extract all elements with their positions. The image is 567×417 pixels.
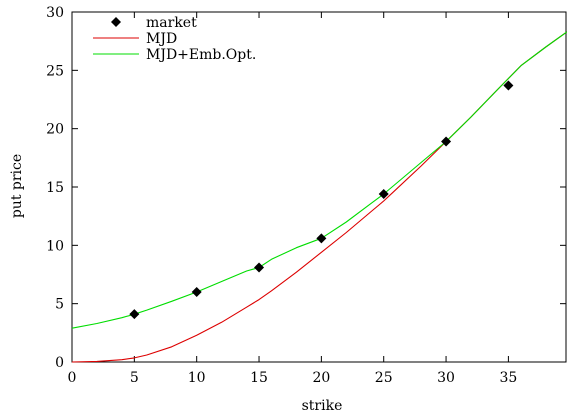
x-tick-label: 30 xyxy=(437,370,455,386)
x-axis-label: strike xyxy=(302,398,343,414)
market-point xyxy=(378,189,389,199)
legend-label: market xyxy=(146,15,197,31)
series-line-mjd-emb-opt- xyxy=(71,31,567,329)
y-tick-label: 5 xyxy=(55,297,64,313)
y-tick-label: 30 xyxy=(46,5,64,21)
y-tick-label: 0 xyxy=(55,355,64,371)
legend-label: MJD+Emb.Opt. xyxy=(146,47,256,63)
x-tick-label: 15 xyxy=(250,370,268,386)
x-tick-label: 5 xyxy=(130,370,139,386)
y-tick-label: 10 xyxy=(46,238,64,254)
legend-label: MJD xyxy=(146,31,177,47)
market-point xyxy=(316,233,327,244)
x-tick-label: 25 xyxy=(375,370,393,386)
y-tick-label: 25 xyxy=(46,63,64,79)
x-tick-label: 20 xyxy=(312,370,330,386)
y-tick-label: 15 xyxy=(46,180,64,196)
market-point xyxy=(503,80,514,91)
series-line-mjd xyxy=(71,31,567,363)
market-point xyxy=(441,136,452,147)
x-tick-label: 10 xyxy=(188,370,206,386)
market-point xyxy=(191,287,202,297)
x-tick-label: 35 xyxy=(499,370,517,386)
plot-frame xyxy=(71,11,567,363)
legend-marker xyxy=(111,17,121,27)
market-point xyxy=(129,309,140,320)
x-tick-label: 0 xyxy=(68,370,77,386)
y-axis-label: put price xyxy=(9,154,25,218)
y-tick-label: 20 xyxy=(46,122,64,138)
market-point xyxy=(254,262,265,273)
